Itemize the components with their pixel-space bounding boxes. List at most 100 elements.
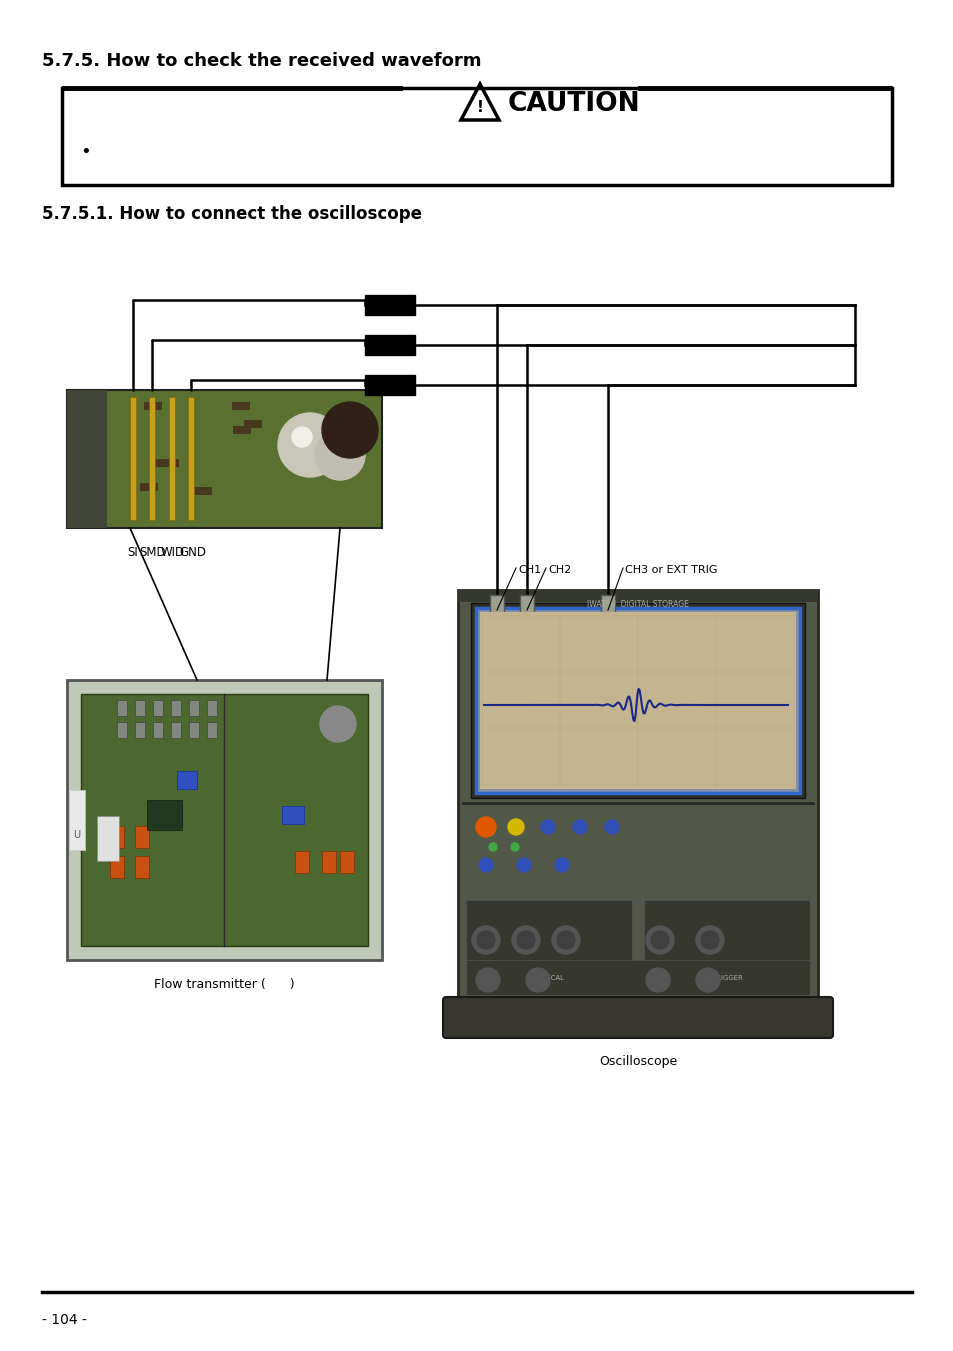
Bar — [67, 680, 381, 961]
Circle shape — [322, 403, 377, 458]
Bar — [322, 851, 335, 873]
Circle shape — [476, 969, 499, 992]
Bar — [147, 800, 182, 830]
Text: VERTICAL: VERTICAL — [531, 975, 564, 981]
Bar — [490, 594, 503, 626]
Bar — [140, 484, 158, 490]
Bar — [162, 807, 182, 824]
Bar — [67, 390, 381, 528]
Circle shape — [525, 969, 550, 992]
Circle shape — [476, 817, 496, 838]
FancyBboxPatch shape — [442, 997, 832, 1038]
Text: CH2: CH2 — [547, 565, 571, 576]
Bar — [171, 721, 181, 738]
Circle shape — [540, 820, 555, 834]
Text: •: • — [80, 143, 91, 161]
Bar — [479, 612, 795, 789]
Bar — [171, 700, 181, 716]
Bar — [207, 721, 216, 738]
Bar — [365, 376, 415, 394]
Bar — [519, 594, 534, 626]
Bar — [97, 816, 119, 861]
Text: Oscilloscope: Oscilloscope — [598, 1055, 677, 1069]
Bar — [135, 721, 145, 738]
Bar — [135, 825, 149, 848]
Circle shape — [696, 925, 723, 954]
Text: WID: WID — [161, 546, 185, 559]
Text: CH3 or EXT TRIG: CH3 or EXT TRIG — [624, 565, 717, 576]
Bar — [169, 397, 174, 520]
Bar — [457, 590, 817, 1000]
Bar — [457, 590, 817, 603]
Circle shape — [319, 707, 355, 742]
Text: IWATSU  DIGITAL STORAGE: IWATSU DIGITAL STORAGE — [586, 600, 688, 609]
Bar — [67, 390, 107, 528]
Text: 5.7.5.1. How to connect the oscilloscope: 5.7.5.1. How to connect the oscilloscope — [42, 205, 421, 223]
Circle shape — [489, 843, 497, 851]
Text: 5.7.5. How to check the received waveform: 5.7.5. How to check the received wavefor… — [42, 51, 481, 70]
Bar — [150, 459, 168, 467]
Bar — [110, 825, 124, 848]
Circle shape — [507, 819, 523, 835]
Bar — [465, 900, 631, 975]
Bar — [62, 88, 891, 185]
Bar — [282, 807, 304, 824]
Bar — [189, 700, 199, 716]
Circle shape — [517, 858, 531, 871]
Circle shape — [472, 925, 499, 954]
Bar — [294, 851, 309, 873]
Text: CAUTION: CAUTION — [507, 91, 640, 118]
Bar — [110, 857, 124, 878]
Circle shape — [645, 969, 669, 992]
Circle shape — [511, 843, 518, 851]
Text: U: U — [73, 830, 80, 840]
Circle shape — [478, 858, 493, 871]
Bar — [152, 721, 163, 738]
Circle shape — [573, 820, 586, 834]
Bar — [152, 700, 163, 716]
Text: GND: GND — [179, 546, 206, 559]
Circle shape — [476, 931, 495, 948]
Text: TRIGGER: TRIGGER — [712, 975, 742, 981]
Bar — [193, 486, 212, 494]
Bar — [117, 721, 127, 738]
Bar — [149, 397, 154, 520]
Circle shape — [650, 931, 668, 948]
Circle shape — [512, 925, 539, 954]
Bar — [600, 594, 615, 626]
Text: - 104 -: - 104 - — [42, 1313, 87, 1327]
Bar — [161, 459, 179, 467]
Bar — [130, 397, 136, 520]
Bar — [188, 397, 193, 520]
Circle shape — [517, 931, 535, 948]
Text: SI: SI — [128, 546, 138, 559]
Bar — [117, 700, 127, 716]
Bar — [144, 403, 162, 409]
Circle shape — [292, 427, 312, 447]
Bar — [81, 694, 368, 946]
Bar — [233, 426, 251, 434]
Bar — [643, 900, 809, 975]
Text: SMD: SMD — [139, 546, 166, 559]
Circle shape — [700, 931, 719, 948]
Text: !: ! — [476, 100, 483, 115]
Circle shape — [552, 925, 579, 954]
Bar — [189, 721, 199, 738]
Bar — [465, 961, 809, 994]
Circle shape — [696, 969, 720, 992]
Circle shape — [277, 413, 341, 477]
Bar — [135, 700, 145, 716]
Bar — [476, 608, 800, 793]
Circle shape — [555, 858, 568, 871]
Bar — [471, 603, 804, 798]
Bar — [244, 420, 262, 428]
Bar — [69, 790, 85, 850]
Circle shape — [645, 925, 673, 954]
Circle shape — [314, 430, 365, 480]
Bar — [365, 295, 415, 315]
Bar — [339, 851, 354, 873]
Bar — [365, 335, 415, 355]
Bar — [177, 771, 196, 789]
Bar — [207, 700, 216, 716]
Circle shape — [604, 820, 618, 834]
